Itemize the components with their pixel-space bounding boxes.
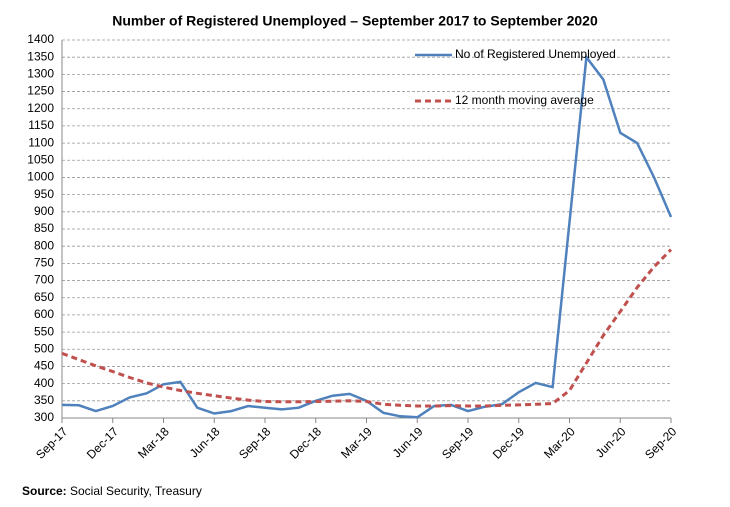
y-tick-label: 350	[34, 393, 54, 407]
y-tick-label: 1150	[28, 118, 54, 132]
y-tick-label: 1000	[27, 170, 54, 184]
legend-label: 12 month moving average	[455, 93, 594, 107]
x-tick-label: Mar-19	[338, 424, 375, 461]
y-tick-label: 1400	[27, 32, 54, 46]
series-line	[61, 248, 673, 408]
y-tick-label: 900	[34, 204, 54, 218]
x-tick-label: Sep-20	[642, 424, 679, 461]
x-tick-label: Sep-19	[439, 424, 476, 461]
y-tick-label: 300	[34, 410, 54, 424]
x-tick-label: Jun-20	[593, 424, 629, 460]
legend-label: No of Registered Unemployed	[455, 47, 616, 61]
y-tick-label: 650	[34, 290, 54, 304]
y-tick-label: 800	[34, 238, 54, 252]
source: Social Security, Treasury	[70, 484, 202, 498]
y-tick-label: 750	[34, 256, 54, 270]
y-tick-label: 1350	[27, 49, 54, 63]
x-tick-label: Jun-19	[390, 424, 426, 460]
y-tick-label: 1050	[27, 152, 54, 166]
x-tick-label: Dec-18	[287, 424, 324, 461]
y-tick-label: 850	[34, 221, 54, 235]
y-tick-label: 1200	[27, 101, 54, 115]
series-line	[61, 53, 673, 419]
y-tick-label: 1300	[27, 67, 54, 81]
x-tick-label: Jun-18	[187, 424, 223, 460]
x-tick-label: Sep-18	[236, 424, 273, 461]
source-label: Source:	[22, 484, 67, 498]
y-tick-label: 1100	[28, 135, 54, 149]
y-tick-label: 1250	[27, 84, 54, 98]
x-tick-label: Dec-17	[84, 424, 121, 461]
x-tick-label: Sep-17	[33, 424, 70, 461]
x-tick-label: Mar-20	[541, 424, 578, 461]
y-tick-label: 450	[34, 359, 54, 373]
y-tick-label: 600	[34, 307, 54, 321]
x-tick-label: Dec-19	[490, 424, 527, 461]
y-tick-label: 400	[34, 376, 54, 390]
y-tick-label: 700	[34, 273, 54, 287]
x-tick-label: Mar-18	[135, 424, 172, 461]
chart-title: Number of Registered Unemployed – Septem…	[112, 13, 598, 29]
y-tick-label: 950	[34, 187, 54, 201]
y-tick-label: 500	[34, 341, 54, 355]
y-tick-label: 550	[34, 324, 54, 338]
